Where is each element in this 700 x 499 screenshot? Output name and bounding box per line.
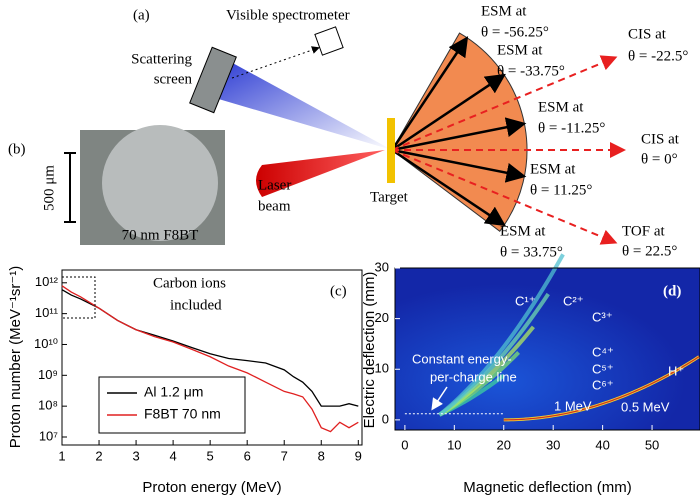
label: θ = 0°: [641, 151, 678, 167]
y-axis-label: Proton number (MeV⁻¹sr⁻¹): [7, 266, 24, 449]
esm-arrow: [391, 148, 506, 227]
label: (b): [8, 141, 26, 157]
ion-label: H⁺: [668, 363, 684, 378]
x-tick-label: 40: [595, 437, 609, 452]
label: Target: [370, 189, 409, 205]
x-axis-label: Magnetic deflection (mm): [463, 479, 631, 496]
esm-arrow: [390, 36, 469, 151]
detector-arrow: [391, 55, 618, 151]
y-tick-label: 30: [375, 259, 389, 274]
label: ESM at: [530, 161, 576, 177]
spectrometer-icon: [314, 26, 344, 56]
label: (c): [330, 283, 347, 299]
energy-label: 1 MeV: [554, 398, 592, 413]
ion-label: C³⁺: [592, 309, 613, 324]
plot-frame: [61, 269, 363, 446]
x-tick-label: 8: [318, 448, 325, 463]
ion-label: C¹⁺: [515, 293, 536, 308]
label: included: [170, 297, 222, 313]
label: CIS at: [628, 26, 667, 42]
panel-label: (d): [663, 283, 681, 299]
y-axis-label: Electric deflection (mm): [361, 272, 378, 429]
esm-arrow: [391, 73, 506, 152]
label: θ = -33.75°: [497, 63, 565, 79]
x-axis-label: Proton energy (MeV): [142, 479, 281, 496]
x-tick-label: 4: [169, 448, 176, 463]
label: 500 μm: [41, 165, 57, 211]
label: Laser: [258, 177, 291, 193]
x-tick-label: 1: [58, 448, 65, 463]
note-arrow: [431, 386, 448, 411]
ion-label: C⁴⁺: [592, 344, 614, 359]
ion-label: C⁵⁺: [592, 361, 614, 376]
carbon-box: [62, 276, 96, 319]
x-tick-label: 30: [546, 437, 560, 452]
legend-box: [98, 376, 246, 434]
ion-beam: [205, 55, 392, 150]
y-tick-label: 10¹²: [35, 274, 59, 289]
legend-label: Al 1.2 μm: [144, 384, 203, 400]
x-tick-label: 2: [95, 448, 102, 463]
label: CIS at: [641, 131, 680, 147]
y-tick-label: 10: [375, 361, 389, 376]
label: TOF at: [622, 223, 665, 239]
laser: [256, 150, 385, 197]
y-tick-label: 10⁹: [38, 367, 58, 382]
label: θ = 22.5°: [622, 243, 677, 259]
plot-frame: [394, 267, 700, 431]
ion-label: C²⁺: [563, 293, 584, 308]
x-tick-label: 5: [207, 448, 214, 463]
legend-label: F8BT 70 nm: [144, 406, 221, 422]
y-tick-label: 20: [375, 310, 389, 325]
x-tick-label: 3: [132, 448, 139, 463]
label: θ = -22.5°: [628, 48, 688, 64]
label: θ = -11.25°: [538, 120, 605, 136]
label: Carbon ions: [153, 275, 226, 291]
panel-a: [189, 26, 626, 245]
x-tick-label: 6: [244, 448, 251, 463]
label: θ = 11.25°: [530, 182, 592, 198]
ion-trace: [438, 253, 565, 417]
y-tick-label: 10¹⁰: [34, 336, 58, 351]
series-line: [61, 285, 359, 433]
label: 70 nm F8BT: [122, 227, 199, 243]
label: screen: [154, 71, 193, 87]
y-tick-label: 0: [382, 411, 389, 426]
x-tick-label: 7: [281, 448, 288, 463]
esm-arrow: [391, 148, 527, 183]
label: θ = -56.25°: [481, 24, 549, 40]
detector-arrow: [391, 149, 618, 245]
energy-label: 0.5 MeV: [621, 399, 670, 414]
y-tick-label: 10¹¹: [35, 305, 59, 320]
label: Visible spectrometer: [226, 7, 350, 23]
y-tick-label: 10⁷: [39, 428, 58, 443]
label: ESM at: [500, 223, 546, 239]
x-tick-label: 50: [645, 437, 659, 452]
scattering-screen: [189, 46, 237, 114]
light-path: [231, 46, 320, 79]
scale-bar: [64, 152, 76, 223]
membrane: [102, 125, 218, 241]
note: Constant energy-: [412, 351, 512, 366]
ion-label: C⁶⁺: [592, 377, 614, 392]
x-tick-label: 10: [447, 437, 461, 452]
x-tick-label: 9: [355, 448, 362, 463]
x-tick-label: 20: [497, 437, 511, 452]
y-tick-label: 10⁸: [38, 398, 58, 413]
x-tick-label: 0: [401, 437, 408, 452]
label: Scattering: [131, 51, 192, 67]
label: ESM at: [538, 99, 584, 115]
proton-core: [503, 356, 700, 421]
label: beam: [258, 198, 291, 214]
label: (a): [133, 7, 150, 23]
label: ESM at: [481, 3, 527, 19]
label: θ = 33.75°: [500, 244, 563, 260]
label: ESM at: [497, 42, 543, 58]
note: per-charge line: [430, 369, 517, 384]
panel-b: [64, 125, 225, 245]
esm-arrow: [391, 117, 527, 152]
target: [387, 118, 395, 183]
